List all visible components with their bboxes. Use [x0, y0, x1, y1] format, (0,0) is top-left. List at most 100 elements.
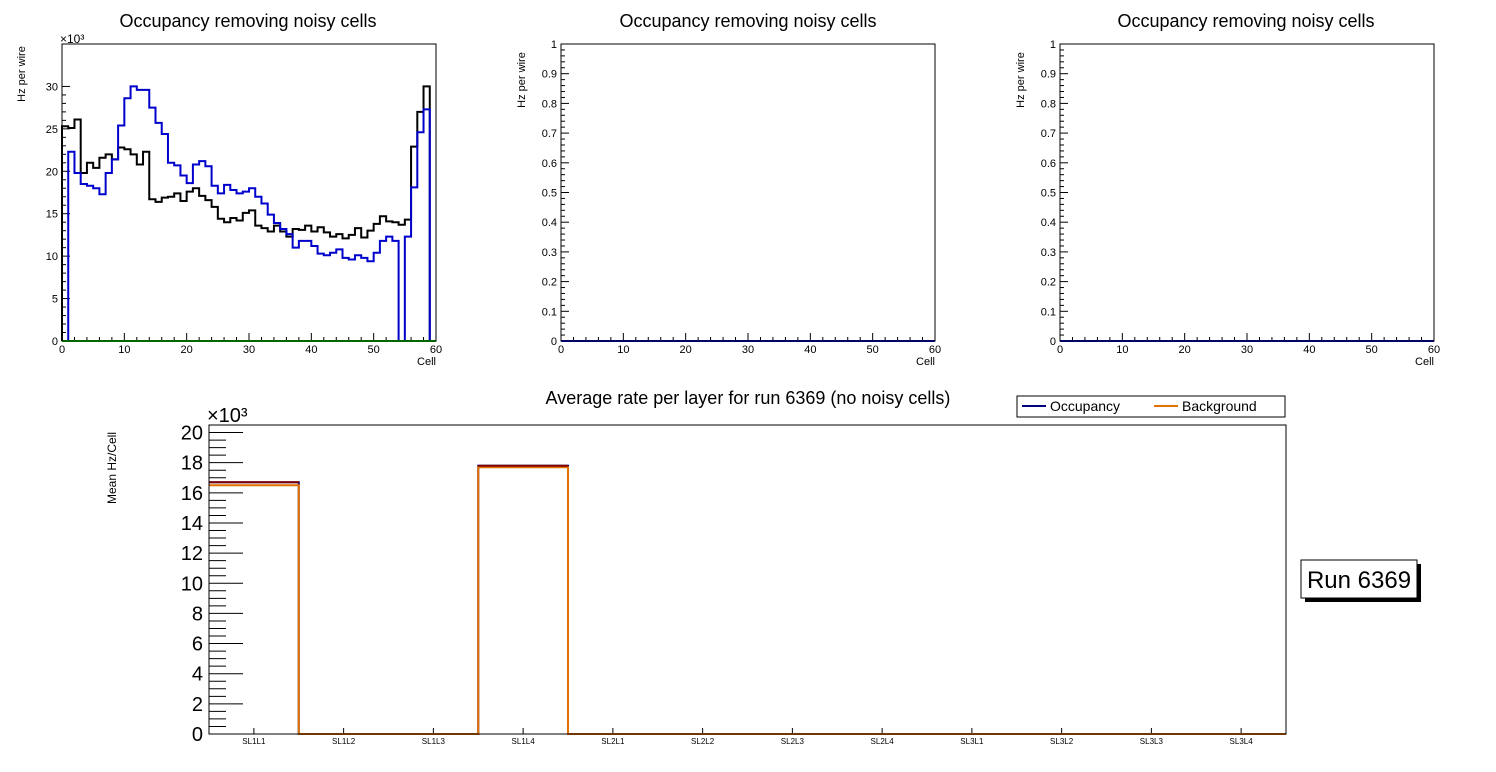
run-label-box: Run 6369	[1300, 559, 1421, 602]
y-tick-label: 16	[181, 483, 203, 505]
x-tick-label: 60	[929, 344, 941, 356]
x-category-label: SL3L2	[1050, 737, 1074, 746]
x-tick-label: 20	[680, 344, 692, 356]
x-tick-label: 0	[558, 344, 564, 356]
y-tick-label: 8	[192, 603, 203, 625]
x-category-label: SL2L1	[601, 737, 625, 746]
x-tick-label: 30	[1241, 344, 1253, 356]
y-tick-label: 12	[181, 543, 203, 565]
x-tick-label: 10	[617, 344, 629, 356]
pad-top-left: Occupancy removing noisy cells Hz per wi…	[16, 11, 442, 368]
x-tick-label: 40	[305, 344, 317, 356]
y-axis-label: Hz per wire	[1015, 52, 1027, 108]
legend-label-background: Background	[1182, 398, 1257, 414]
chart-title: Occupancy removing noisy cells	[1117, 11, 1374, 31]
x-category-label: SL1L4	[512, 737, 536, 746]
x-tick-label: 60	[430, 344, 442, 356]
y-tick-label: 10	[46, 251, 58, 263]
y-tick-label: 0.1	[1041, 306, 1056, 318]
y-tick-label: 0	[1050, 336, 1056, 348]
y-tick-label: 2	[192, 694, 203, 716]
bar-series-occupancy	[209, 464, 1286, 735]
x-axis-label: Cell	[916, 356, 935, 368]
y-scale-label: ×10³	[60, 32, 84, 46]
x-tick-label: 50	[1366, 344, 1378, 356]
x-tick-label: 40	[804, 344, 816, 356]
y-tick-label: 0.2	[1041, 277, 1056, 289]
x-category-label: SL1L2	[332, 737, 356, 746]
y-tick-label: 20	[181, 423, 203, 445]
y-tick-label: 0.5	[542, 188, 557, 200]
x-category-label: SL3L3	[1140, 737, 1164, 746]
series-step-black	[61, 85, 436, 342]
x-tick-label: 0	[59, 344, 65, 356]
y-axis-label: Hz per wire	[516, 52, 528, 108]
y-tick-label: 0.2	[542, 277, 557, 289]
y-tick-label: 0.6	[1041, 158, 1056, 170]
x-tick-label: 50	[368, 344, 380, 356]
run-label-frame	[1300, 559, 1418, 599]
chart-title: Occupancy removing noisy cells	[119, 11, 376, 31]
x-tick-label: 40	[1303, 344, 1315, 356]
y-tick-label: 1	[551, 39, 557, 51]
y-tick-label: 0	[192, 724, 203, 746]
plot-frame	[61, 43, 437, 342]
y-tick-label: 0.3	[542, 247, 557, 259]
x-category-label: SL3L4	[1230, 737, 1254, 746]
y-axis-label: Hz per wire	[16, 46, 28, 102]
y-tick-label: 14	[181, 513, 203, 535]
legend: Occupancy Background	[1016, 395, 1286, 418]
x-tick-label: 30	[742, 344, 754, 356]
run-label: Run 6369	[1307, 567, 1411, 594]
x-axis-label: Cell	[417, 356, 436, 368]
y-tick-label: 0.7	[1041, 128, 1056, 140]
y-tick-label: 0.4	[542, 217, 557, 229]
x-axis-label: Cell	[1415, 356, 1434, 368]
y-tick-label: 30	[46, 81, 58, 93]
y-tick-label: 0.1	[542, 306, 557, 318]
x-category-label: SL2L2	[691, 737, 715, 746]
pad-top-middle: Occupancy removing noisy cells Hz per wi…	[516, 11, 941, 368]
plot-frame	[208, 424, 1287, 735]
chart-title: Average rate per layer for run 6369 (no …	[546, 388, 951, 408]
y-tick-label: 0.9	[1041, 69, 1056, 81]
y-tick-label: 15	[46, 209, 58, 221]
legend-label-occupancy: Occupancy	[1050, 398, 1120, 414]
y-tick-label: 1	[1050, 39, 1056, 51]
y-tick-label: 20	[46, 166, 58, 178]
x-tick-label: 20	[1179, 344, 1191, 356]
y-tick-label: 4	[192, 664, 203, 686]
x-category-label: SL1L3	[422, 737, 446, 746]
y-tick-label: 0.9	[542, 69, 557, 81]
y-tick-label: 0.8	[542, 98, 557, 110]
y-tick-label: 0.8	[1041, 98, 1056, 110]
y-tick-label: 5	[52, 294, 58, 306]
y-tick-label: 0	[52, 336, 58, 348]
plot-frame	[1059, 43, 1435, 342]
series-step-blue	[62, 85, 436, 342]
x-category-label: SL2L3	[781, 737, 805, 746]
x-tick-label: 50	[867, 344, 879, 356]
y-tick-label: 0.4	[1041, 217, 1056, 229]
y-tick-label: 6	[192, 634, 203, 656]
x-tick-label: 0	[1057, 344, 1063, 356]
x-category-label: SL2L4	[871, 737, 895, 746]
legend-box	[1016, 395, 1286, 418]
y-tick-label: 0	[551, 336, 557, 348]
pad-bottom: Average rate per layer for run 6369 (no …	[105, 388, 1287, 746]
y-tick-label: 25	[46, 124, 58, 136]
x-tick-label: 30	[243, 344, 255, 356]
x-tick-label: 60	[1428, 344, 1440, 356]
y-tick-label: 0.3	[1041, 247, 1056, 259]
y-tick-label: 18	[181, 453, 203, 475]
x-category-label: SL3L1	[960, 737, 984, 746]
plot-frame	[560, 43, 936, 342]
chart-title: Occupancy removing noisy cells	[619, 11, 876, 31]
y-axis-label: Mean Hz/Cell	[105, 432, 119, 504]
pad-top-right: Occupancy removing noisy cells Hz per wi…	[1015, 11, 1440, 368]
y-tick-label: 0.7	[542, 128, 557, 140]
y-tick-label: 10	[181, 573, 203, 595]
x-tick-label: 10	[118, 344, 130, 356]
bar-series-background	[209, 466, 1286, 735]
